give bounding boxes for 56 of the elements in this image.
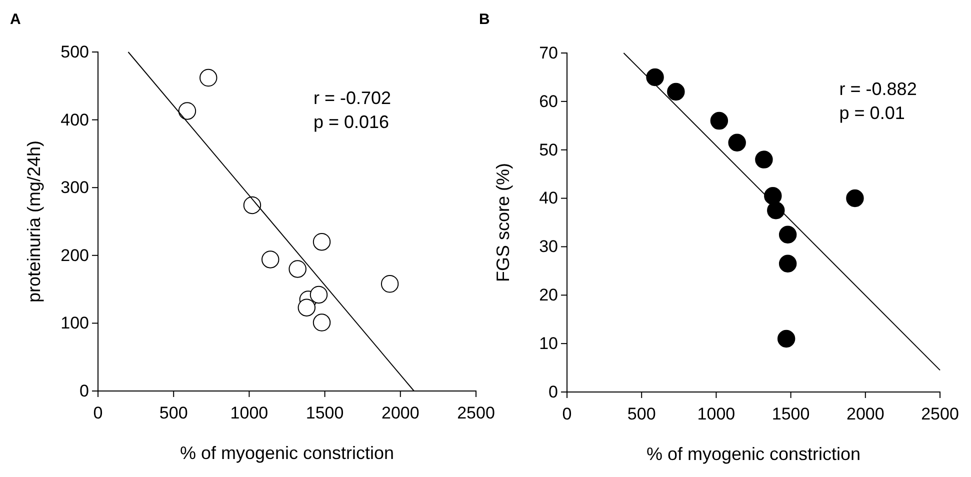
- point: [728, 134, 746, 152]
- point: [288, 260, 306, 278]
- y-tick-label: 500: [60, 42, 89, 62]
- point: [710, 112, 728, 130]
- point: [755, 150, 773, 168]
- point: [312, 232, 331, 251]
- x-tick-label: 2500: [921, 404, 959, 424]
- x-tick-label: 1500: [306, 404, 344, 423]
- x-tick-label: 0: [93, 404, 103, 423]
- x-tick-label: 1500: [772, 404, 810, 424]
- x-tick-label: 1000: [230, 404, 268, 423]
- y-tick-label: 40: [539, 188, 558, 208]
- x-tick-label: 1000: [697, 404, 736, 424]
- y-tick-label: 20: [539, 286, 558, 305]
- point: [380, 275, 399, 293]
- y-tick-label: 100: [60, 314, 89, 333]
- y-tick-label: 10: [539, 334, 558, 354]
- point: [243, 196, 262, 214]
- point: [646, 68, 664, 86]
- x-axis-title: % of myogenic constriction: [646, 444, 861, 464]
- point: [310, 286, 328, 304]
- point: [312, 314, 331, 332]
- x-tick-label: 2500: [457, 404, 495, 423]
- annotation: r = -0.882: [839, 79, 917, 99]
- y-axis-title: proteinuria (mg/24h): [24, 140, 44, 303]
- y-tick-label: 70: [539, 43, 558, 62]
- point: [200, 68, 218, 87]
- y-tick-label: 200: [60, 246, 89, 265]
- point: [767, 202, 785, 220]
- y-tick-label: 300: [60, 178, 89, 198]
- annotation: p = 0.016: [313, 112, 390, 132]
- x-tick-label: 2000: [846, 404, 884, 424]
- x-axis-title: % of myogenic constriction: [180, 443, 394, 463]
- x-tick-label: 500: [159, 404, 188, 423]
- chart-title: B: [479, 11, 490, 28]
- point: [777, 330, 796, 348]
- annotation: p = 0.01: [839, 103, 905, 123]
- point: [778, 226, 797, 244]
- x-tick-label: 0: [562, 404, 572, 424]
- point: [667, 82, 685, 101]
- y-tick-label: 50: [539, 140, 558, 160]
- chart-title: A: [10, 11, 21, 28]
- y-tick-label: 400: [60, 110, 89, 130]
- y-tick-label: 0: [80, 381, 89, 400]
- point: [262, 250, 280, 268]
- point: [298, 298, 316, 316]
- x-tick-label: 500: [627, 404, 656, 424]
- x-tick-label: 2000: [381, 404, 420, 423]
- y-tick-label: 0: [548, 382, 558, 402]
- y-tick-label: 60: [539, 92, 558, 111]
- annotation: r = -0.702: [313, 88, 392, 108]
- point: [778, 254, 797, 273]
- y-tick-label: 30: [539, 237, 558, 256]
- point: [178, 102, 196, 120]
- y-axis-title: FGS score (%): [493, 162, 513, 282]
- point: [846, 189, 864, 208]
